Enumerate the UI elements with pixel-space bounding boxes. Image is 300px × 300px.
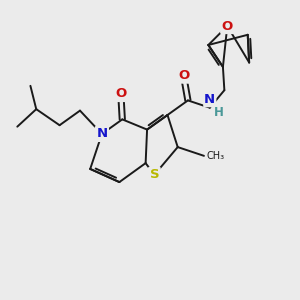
Text: O: O <box>222 20 233 32</box>
Text: O: O <box>115 88 127 100</box>
Text: N: N <box>204 93 215 106</box>
Text: S: S <box>150 168 159 181</box>
Text: CH₃: CH₃ <box>207 151 225 161</box>
Text: O: O <box>178 69 189 82</box>
Text: N: N <box>96 128 107 140</box>
Text: H: H <box>214 106 224 119</box>
